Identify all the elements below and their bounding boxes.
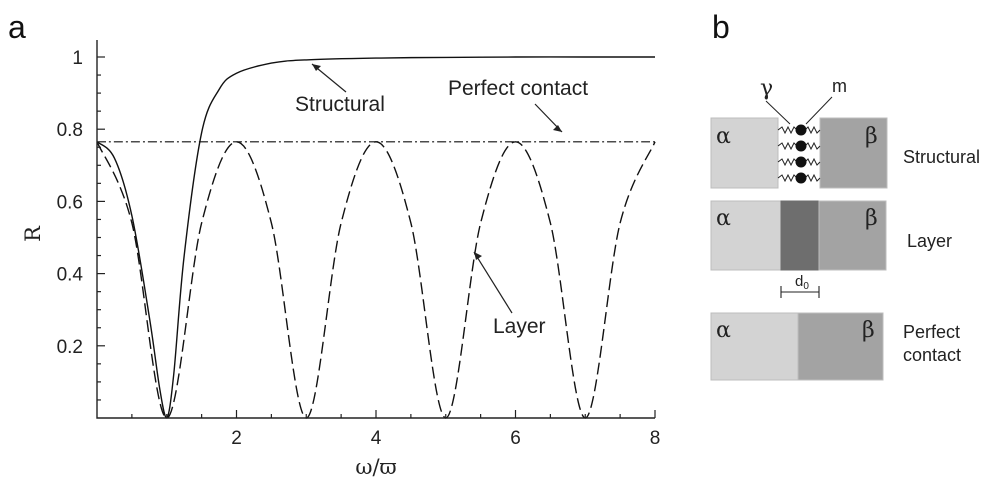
reflection-chart: 2 4 6 8 0.2 0.4 0.6 0.8 1 R ω/ϖ Structural Perf… [21,40,660,479]
chart-axes [96,40,655,419]
annotation-layer-arrowhead [474,252,482,260]
spring-left [777,125,798,135]
x-axis-label: ω/ϖ [355,455,396,479]
spring-right [804,173,821,183]
series-line-structural [96,56,655,419]
y-tick-label: 0.2 [57,337,83,358]
d0-label: d0 [795,273,809,292]
annotation-perfect-contact: Perfect contact [448,77,588,100]
y-tick-label: 0.8 [57,120,83,141]
annotation-structural: Structural [295,93,385,116]
spring-right [804,157,821,167]
contact-alpha-block [710,312,799,381]
y-ticks: 0.2 0.4 0.6 0.8 1 [57,48,105,401]
mass-pointer [805,96,833,125]
layer-beta-block [818,200,887,271]
spring-left [777,141,798,151]
interface-diagram: γ m α β Structural α β Layer d0 α β Perf… [710,76,980,381]
mass-dot [795,140,807,152]
x-tick-label: 4 [371,428,382,449]
x-ticks: 2 4 6 8 [131,410,661,449]
x-tick-label: 6 [510,428,521,449]
spring-left [777,157,798,167]
annotation-layer: Layer [493,315,546,338]
structural-beta-label: β [865,124,878,149]
x-tick-label: 2 [231,428,242,449]
structural-beta-block [819,117,888,189]
mass-dot [795,172,807,184]
spring-left [777,173,798,183]
y-tick-label: 0.6 [57,192,83,213]
layer-beta-label: β [865,206,878,231]
mass-dot [795,124,807,136]
spring-right [804,141,821,151]
spring-right [804,125,821,135]
annotation-layer-arrow [473,251,513,314]
spring-mass-array [777,124,821,184]
y-tick-label: 0.4 [57,265,84,286]
annotation-structural-arrowhead [312,64,321,71]
panel-label-a: a [8,9,26,45]
y-tick-label: 1 [72,48,83,69]
interface-layer-block [780,200,820,271]
layer-alpha-label: α [716,206,731,231]
contact-row-label-1: Perfect [903,322,960,342]
mass-label: m [832,76,847,96]
y-axis-label: R [21,225,45,242]
x-tick-label: 8 [650,428,661,449]
mass-dot [795,156,807,168]
gamma-pointer [765,100,791,125]
contact-alpha-label: α [716,318,731,343]
panel-label-b: b [712,9,730,45]
layer-row-label: Layer [907,231,952,251]
contact-row-label-2: contact [903,345,961,365]
layer-alpha-block [710,200,782,271]
structural-alpha-block [710,117,779,189]
chart-curves [96,56,656,419]
gamma-label: γ [760,76,773,101]
contact-beta-block [797,312,884,381]
structural-row-label: Structural [903,147,980,167]
contact-beta-label: β [862,318,875,343]
series-line-layer [96,141,656,419]
structural-alpha-label: α [716,124,731,149]
annotation-perfect-contact-arrowhead [553,125,562,132]
